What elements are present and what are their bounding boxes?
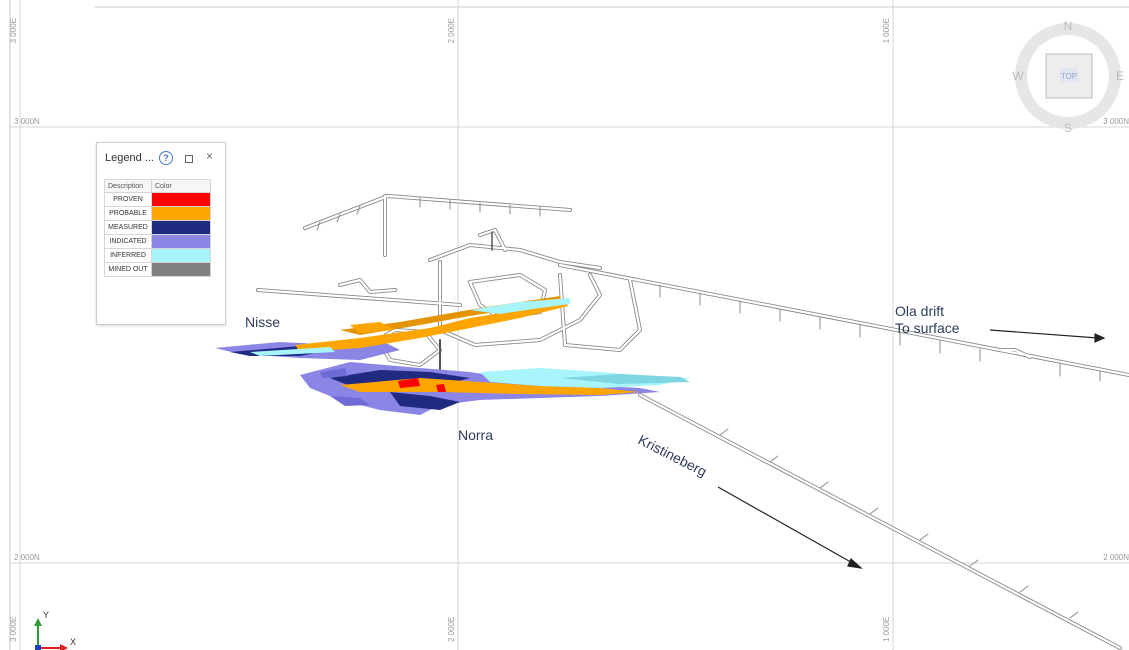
label-to-surface: To surface xyxy=(895,320,960,336)
grid-label-bottom-3: 1 000E xyxy=(882,617,891,642)
close-icon[interactable]: × xyxy=(206,149,214,163)
legend-row-proven: PROVEN xyxy=(104,192,211,207)
label-nisse: Nisse xyxy=(245,314,280,330)
grid-label-bottom-1: 3 000E xyxy=(9,617,18,642)
axis-triad: Y X xyxy=(34,610,76,650)
view-cube-top-label: TOP xyxy=(1061,72,1077,81)
legend-row-indicated: INDICATED xyxy=(104,234,211,249)
compass-s: S xyxy=(1064,121,1072,134)
grid-label-top-1: 3 000E xyxy=(9,18,18,43)
arrow-kristineberg xyxy=(717,486,857,566)
legend-row-measured: MEASURED xyxy=(104,220,211,235)
legend-swatch xyxy=(151,206,211,221)
legend-label: MEASURED xyxy=(104,220,152,235)
label-kristineberg: Kristineberg xyxy=(636,431,710,479)
compass-e: E xyxy=(1116,69,1124,83)
legend-swatch xyxy=(151,248,211,263)
axis-x-label: X xyxy=(70,637,76,647)
legend-label: INDICATED xyxy=(104,234,152,249)
grid-label-bottom-2: 2 000E xyxy=(447,617,456,642)
legend-table: Description Color PROVEN PROBABLE MEASUR… xyxy=(104,179,211,277)
maximize-icon[interactable] xyxy=(185,155,193,163)
orebodies xyxy=(215,296,690,415)
compass-n: N xyxy=(1064,19,1073,33)
mine-drifts xyxy=(256,194,1129,650)
view-compass[interactable]: N S W E TOP xyxy=(1012,18,1124,135)
grid-label-left-1: 3 000N xyxy=(14,117,40,126)
legend-row-inferred: INFERRED xyxy=(104,248,211,263)
legend-row-probable: PROBABLE xyxy=(104,206,211,221)
label-ola-drift: Ola drift xyxy=(895,303,944,319)
legend-swatch xyxy=(151,220,211,235)
legend-label: MINED OUT xyxy=(104,262,152,277)
help-icon[interactable]: ? xyxy=(159,151,173,165)
axis-y-label: Y xyxy=(43,610,49,620)
grid-labels: 3 000E 2 000E 1 000E 3 000E 2 000E 1 000… xyxy=(9,18,1129,642)
legend-label: PROBABLE xyxy=(104,206,152,221)
legend-header[interactable]: Legend ... ? × xyxy=(97,143,225,173)
legend-panel[interactable]: Legend ... ? × Description Color PROVEN … xyxy=(96,142,226,325)
grid-label-top-2: 2 000E xyxy=(447,18,456,43)
legend-title: Legend ... xyxy=(105,152,154,164)
compass-w: W xyxy=(1012,69,1024,83)
grid-label-right-1: 3 000N xyxy=(1103,117,1129,126)
legend-col-description: Description xyxy=(104,179,152,193)
grid-label-left-2: 2 000N xyxy=(14,553,40,562)
grid-label-top-3: 1 000E xyxy=(882,18,891,43)
legend-label: INFERRED xyxy=(104,248,152,263)
legend-label: PROVEN xyxy=(104,192,152,207)
legend-swatch xyxy=(151,234,211,249)
grid-label-right-2: 2 000N xyxy=(1103,553,1129,562)
legend-row-mined-out: MINED OUT xyxy=(104,262,211,277)
label-norra: Norra xyxy=(458,427,493,443)
legend-swatch xyxy=(151,262,211,277)
arrow-ola-drift xyxy=(989,329,1099,339)
legend-swatch xyxy=(151,192,211,207)
legend-col-color: Color xyxy=(151,179,211,193)
grid-lines xyxy=(10,0,1129,650)
